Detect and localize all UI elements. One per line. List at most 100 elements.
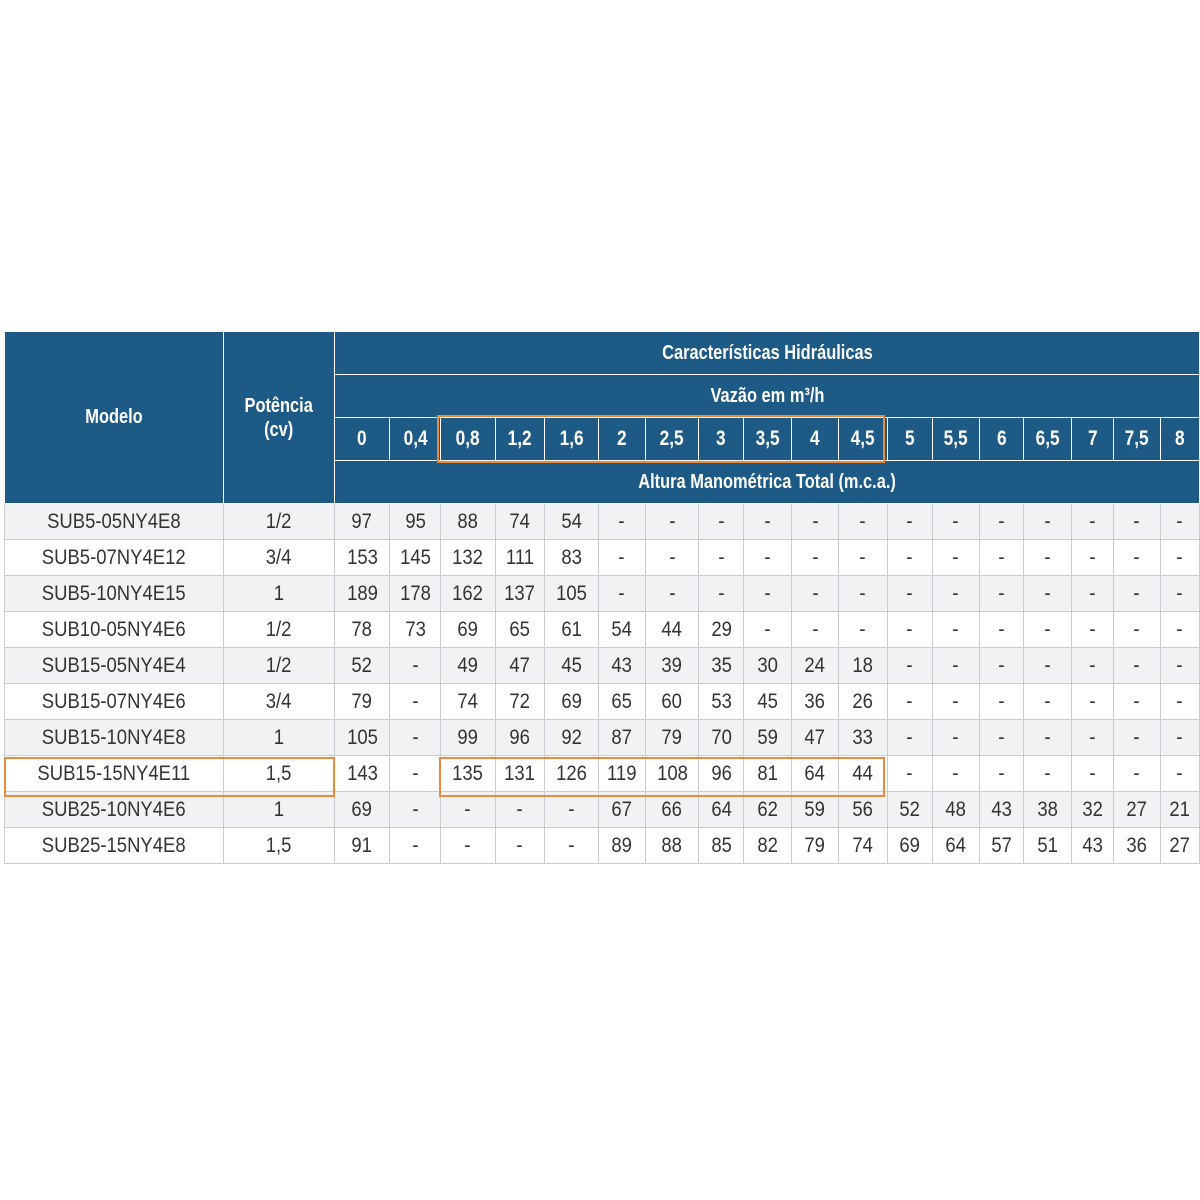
flow-value-header: 2,5 [644,417,700,461]
head-value-cell: - [1159,611,1200,648]
head-value-cell: 131 [494,755,545,792]
head-value-cell: 30 [743,647,793,684]
head-value-cell: - [931,575,981,612]
head-value-cell: 79 [791,827,839,864]
head-value-cell: 85 [698,827,745,864]
head-value-cell: 45 [743,683,793,720]
head-value-cell: - [1023,719,1073,756]
head-value-cell: 96 [698,755,745,792]
power-cell: 1/2 [222,503,336,540]
head-value-cell: 135 [440,755,496,792]
head-value-cell: 38 [1023,791,1073,828]
head-value-cell: 178 [389,575,442,612]
head-value-cell: - [644,503,700,540]
head-value-cell: 143 [334,755,391,792]
head-value-cell: - [389,647,442,684]
head-value-cell: 95 [389,503,442,540]
head-value-cell: - [931,755,981,792]
head-value-cell: - [1159,503,1200,540]
head-value-cell: 105 [543,575,599,612]
head-value-cell: 73 [389,611,442,648]
head-value-cell: - [698,503,745,540]
head-value-cell: 81 [743,755,793,792]
head-value-cell: - [597,575,647,612]
head-value-cell: 27 [1159,827,1200,864]
head-value-cell: 88 [440,503,496,540]
flow-value-header: 5 [886,417,933,461]
head-value-cell: 87 [597,719,647,756]
head-value-cell: 137 [494,575,545,612]
flow-value-header: 0,8 [440,417,496,461]
head-value-cell: 72 [494,683,545,720]
head-value-cell: - [543,827,599,864]
head-value-cell: - [1071,575,1115,612]
head-value-cell: 39 [644,647,700,684]
head-value-cell: 52 [334,647,391,684]
head-value-cell: - [1071,539,1115,576]
table-row: SUB15-05NY4E4 1/2 52-49 47 45 43 39 35 30 24 18- - -… [4,647,1200,684]
head-value-cell: 54 [543,503,599,540]
head-value-cell: - [979,647,1025,684]
head-value-cell: - [1023,611,1073,648]
head-value-cell: - [1071,503,1115,540]
flow-value-header: 1,6 [543,417,599,461]
power-cell: 1,5 [222,755,336,792]
head-value-cell: - [886,755,933,792]
head-value-cell: - [931,683,981,720]
head-value-cell: - [743,503,793,540]
head-value-cell: - [494,827,545,864]
head-value-cell: 56 [837,791,888,828]
table-row: SUB15-10NY4E8 1 105-99 96 92 87 79 70 59 47 33- - - -… [4,719,1200,756]
head-value-cell: - [837,539,888,576]
power-cell: 1 [222,575,336,612]
head-value-cell: 49 [440,647,496,684]
model-column-header: Modelo [4,331,224,504]
model-cell: SUB25-15NY4E8 [4,827,224,864]
head-value-cell: - [886,611,933,648]
table-row: SUB10-05NY4E6 1/2 78 73 69 65 61 54 44 29- - - - - - - -… [4,611,1200,648]
flow-value-header: 7 [1071,417,1115,461]
head-value-cell: - [1071,719,1115,756]
head-value-cell: - [886,719,933,756]
table-row: SUB15-15NY4E11 1,5 143-135 131 126 119 108 96 81… [4,755,1200,792]
head-value-cell: 24 [791,647,839,684]
head-value-cell: - [1113,683,1161,720]
head-value-cell: 26 [837,683,888,720]
head-value-cell: 47 [791,719,839,756]
head-value-cell: - [743,539,793,576]
head-value-cell: 57 [979,827,1025,864]
total-head-header: Altura Manométrica Total (m.c.a.) [334,460,1200,504]
power-cell: 3/4 [222,683,336,720]
model-cell: SUB5-05NY4E8 [4,503,224,540]
head-value-cell: 89 [597,827,647,864]
head-value-cell: - [1113,575,1161,612]
model-cell: SUB15-05NY4E4 [4,647,224,684]
head-value-cell: 29 [698,611,745,648]
head-value-cell: - [979,719,1025,756]
table-row: SUB25-10NY4E6 1 69- - - -67 66 64 62 59 56 52 48 43 38… [4,791,1200,828]
head-value-cell: 69 [334,791,391,828]
head-value-cell: 43 [597,647,647,684]
table-row: SUB5-10NY4E15 1 189 178 162 137 105- - - - - - - - - - -… [4,575,1200,612]
head-value-cell: 92 [543,719,599,756]
head-value-cell: - [886,503,933,540]
head-value-cell: - [698,539,745,576]
head-value-cell: - [1071,683,1115,720]
head-value-cell: 79 [644,719,700,756]
head-value-cell: 69 [440,611,496,648]
head-value-cell: 65 [494,611,545,648]
head-value-cell: - [1113,647,1161,684]
flow-rate-header: Vazão em m³/h [334,374,1200,418]
head-value-cell: 88 [644,827,700,864]
head-value-cell: 45 [543,647,599,684]
head-value-cell: 69 [886,827,933,864]
head-value-cell: - [1159,575,1200,612]
head-value-cell: 52 [886,791,933,828]
head-value-cell: 67 [597,791,647,828]
head-value-cell: 145 [389,539,442,576]
head-value-cell: 64 [698,791,745,828]
head-value-cell: 47 [494,647,545,684]
head-value-cell: 82 [743,827,793,864]
power-cell: 1/2 [222,611,336,648]
head-value-cell: 74 [837,827,888,864]
